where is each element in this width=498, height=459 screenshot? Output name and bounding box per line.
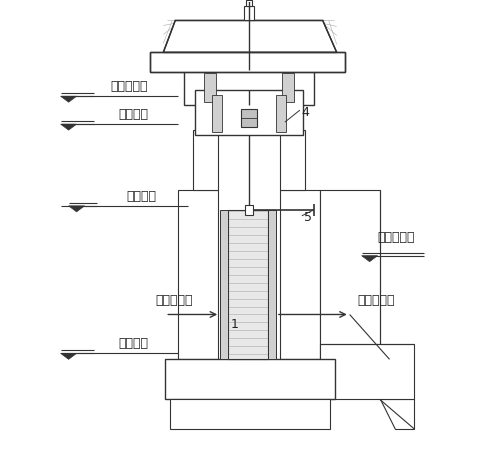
Bar bbox=[282, 73, 294, 102]
Bar bbox=[276, 95, 286, 132]
Polygon shape bbox=[61, 353, 77, 359]
Text: 4: 4 bbox=[302, 106, 310, 119]
Polygon shape bbox=[61, 96, 77, 102]
Bar bbox=[246, 0, 252, 6]
Bar bbox=[178, 190, 218, 359]
Bar bbox=[280, 190, 320, 359]
Bar bbox=[170, 399, 330, 429]
Text: 1: 1 bbox=[231, 318, 239, 331]
Bar bbox=[195, 90, 303, 135]
Bar bbox=[220, 210, 228, 359]
Bar bbox=[150, 52, 345, 73]
Polygon shape bbox=[163, 21, 337, 52]
Bar bbox=[280, 130, 305, 190]
Polygon shape bbox=[379, 399, 414, 429]
Bar bbox=[241, 109, 257, 127]
Text: 5: 5 bbox=[304, 211, 312, 224]
Bar bbox=[193, 130, 218, 190]
Bar bbox=[150, 52, 345, 73]
Polygon shape bbox=[61, 124, 77, 130]
Polygon shape bbox=[69, 206, 85, 212]
Text: 机架桥高程: 机架桥高程 bbox=[111, 80, 148, 93]
Text: 设计水位: 设计水位 bbox=[126, 190, 156, 203]
Bar bbox=[245, 205, 253, 215]
Bar bbox=[212, 95, 222, 132]
Text: 正向挡水面: 正向挡水面 bbox=[155, 293, 193, 307]
Bar bbox=[320, 190, 379, 359]
Bar bbox=[204, 73, 216, 102]
Bar bbox=[184, 70, 314, 105]
Text: 背水面水位: 背水面水位 bbox=[377, 231, 415, 244]
Bar bbox=[268, 210, 276, 359]
Text: 闸底高程: 闸底高程 bbox=[119, 337, 148, 350]
Text: 反向挡水面: 反向挡水面 bbox=[358, 293, 395, 307]
Bar bbox=[244, 6, 254, 21]
Text: 墩顶高程: 墩顶高程 bbox=[119, 108, 148, 121]
Bar bbox=[165, 359, 335, 399]
Polygon shape bbox=[362, 256, 377, 262]
Bar bbox=[320, 344, 414, 399]
Bar bbox=[228, 210, 268, 359]
